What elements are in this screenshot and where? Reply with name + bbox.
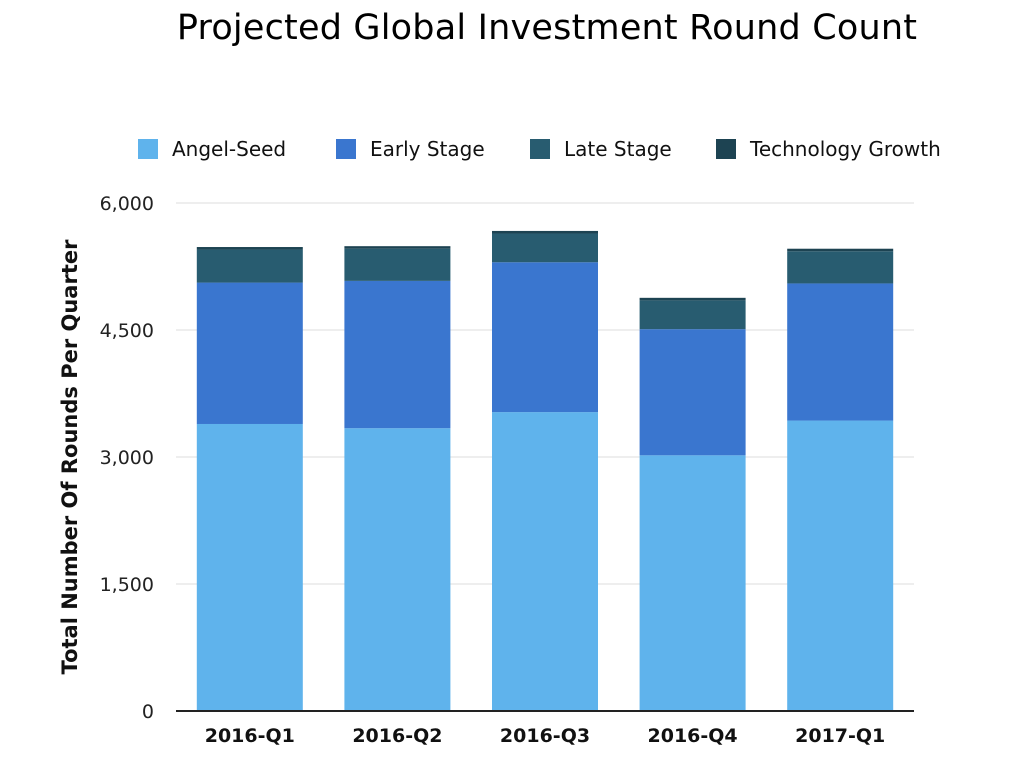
bar-segment [492, 233, 598, 263]
y-axis-tick-labels: 0 1,500 3,000 4,500 6,000 [100, 193, 154, 723]
bar-segment [344, 246, 451, 249]
bar-segment [639, 329, 746, 456]
legend-label-late-stage: Late Stage [564, 137, 672, 161]
legend-swatch-late-stage [530, 139, 550, 159]
chart-title: Projected Global Investment Round Count [176, 8, 918, 48]
bar-segment [492, 412, 598, 711]
legend-item-technology-growth: Technology Growth [716, 134, 941, 164]
bars [196, 230, 894, 711]
x-axis: 2016-Q1 2016-Q2 2016-Q3 2016-Q4 2017-Q1 [176, 710, 914, 747]
bar-segment [196, 247, 303, 250]
y-tick-label: 3,000 [100, 447, 154, 469]
bar-segment [492, 230, 598, 234]
bar-segment [787, 283, 894, 421]
bar-segment [196, 282, 303, 424]
bar-segment [787, 251, 894, 284]
bar-segment [344, 280, 451, 429]
legend-label-early-stage: Early Stage [370, 137, 485, 161]
bar-segment [344, 248, 451, 281]
x-category-label: 2017-Q1 [795, 725, 885, 747]
y-tick-label: 0 [142, 701, 154, 723]
bar-segment [639, 455, 746, 711]
legend-swatch-early-stage [336, 139, 356, 159]
legend-label-angel-seed: Angel-Seed [172, 137, 287, 161]
y-tick-label: 4,500 [100, 320, 154, 342]
bar-segment [639, 300, 746, 330]
x-category-label: 2016-Q4 [648, 725, 738, 747]
legend-swatch-angel-seed [138, 139, 158, 159]
legend-label-technology-growth: Technology Growth [750, 137, 941, 161]
legend-item-angel-seed: Angel-Seed [138, 134, 286, 164]
x-category-label: 2016-Q1 [205, 725, 295, 747]
y-axis-title: Total Number Of Rounds Per Quarter [58, 239, 82, 675]
y-tick-label: 6,000 [100, 193, 154, 215]
bar-segment [787, 420, 894, 711]
bar-segment [344, 428, 451, 711]
x-category-label: 2016-Q2 [352, 725, 442, 747]
legend: Angel-Seed Early Stage Late Stage Techno… [0, 134, 1024, 164]
bar-segment [196, 423, 303, 711]
bar-segment [492, 262, 598, 413]
bar-segment [787, 248, 894, 252]
legend-item-early-stage: Early Stage [336, 134, 485, 164]
x-category-label: 2016-Q3 [500, 725, 590, 747]
y-tick-label: 1,500 [100, 574, 154, 596]
bar-segment [196, 249, 303, 283]
bar-segment [639, 297, 746, 301]
legend-swatch-technology-growth [716, 139, 736, 159]
legend-item-late-stage: Late Stage [530, 134, 672, 164]
